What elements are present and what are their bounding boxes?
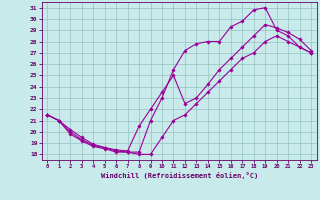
X-axis label: Windchill (Refroidissement éolien,°C): Windchill (Refroidissement éolien,°C): [100, 172, 258, 179]
